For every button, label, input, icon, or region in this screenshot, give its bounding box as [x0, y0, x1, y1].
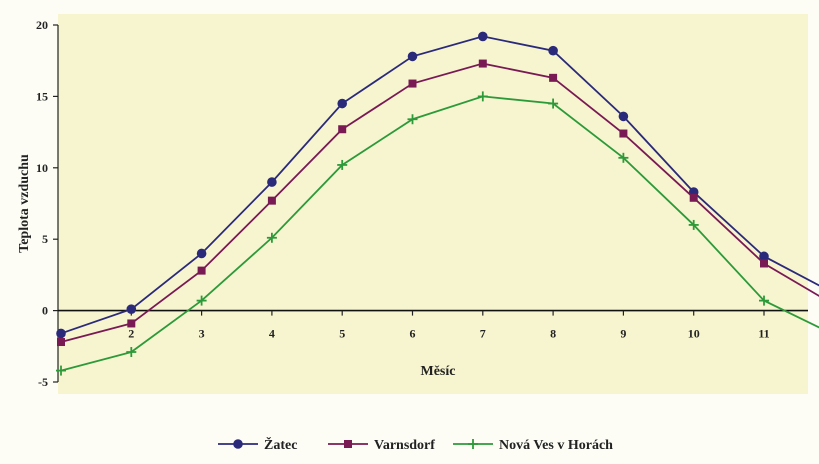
data-point: [477, 91, 488, 102]
data-point: [337, 159, 348, 170]
data-point: [197, 266, 206, 275]
series-line: [60, 95, 819, 372]
x-tick-label: 6: [410, 327, 416, 341]
legend: Žatec Varnsdorf Nová Ves v Horách: [218, 436, 613, 453]
data-point: [56, 328, 66, 339]
series-line: [60, 35, 819, 335]
data-point: [618, 111, 629, 122]
x-tick-label: 7: [480, 327, 486, 341]
x-tick-label: 5: [339, 327, 345, 341]
x-tick-label: 9: [620, 327, 626, 341]
data-point: [338, 125, 347, 134]
y-tick-label: 5: [42, 232, 48, 246]
data-point: [478, 31, 488, 42]
data-point: [760, 259, 768, 268]
data-point: [344, 440, 352, 448]
series-circle: [56, 31, 819, 339]
x-ticks: 23456789101112: [128, 310, 770, 341]
legend-item: Varnsdorf: [328, 438, 435, 453]
data-point: [759, 251, 769, 262]
y-axis-title: Teplota vzduchu: [17, 154, 32, 253]
data-point: [408, 79, 417, 88]
x-tick-label: 4: [269, 327, 275, 341]
series-square: [57, 59, 819, 347]
data-point: [759, 295, 769, 306]
y-tick-label: 15: [36, 89, 48, 103]
y-tick-label: 20: [36, 18, 48, 32]
data-point: [57, 338, 65, 347]
data-point: [407, 114, 418, 125]
data-point: [407, 51, 418, 62]
legend-label: Nová Ves v Horách: [499, 438, 613, 453]
data-point: [619, 129, 628, 138]
data-point: [549, 73, 558, 82]
series-plus: [56, 91, 819, 376]
x-axis: 23456789101112: [58, 309, 808, 341]
data-point: [548, 45, 558, 56]
y-tick-label: 0: [42, 304, 48, 318]
data-point: [688, 219, 699, 230]
y-tick-label: 10: [36, 161, 48, 175]
data-point: [618, 152, 629, 163]
data-point: [337, 98, 348, 109]
data-point: [233, 439, 243, 449]
data-point: [127, 319, 136, 328]
data-point: [468, 439, 478, 449]
data-point: [267, 196, 276, 205]
data-point: [126, 347, 137, 358]
series-line: [60, 62, 819, 343]
data-point: [126, 304, 137, 314]
data-point: [196, 248, 207, 259]
legend-label: Žatec: [264, 436, 297, 453]
x-tick-label: 10: [688, 327, 700, 341]
x-tick-label: 11: [758, 327, 769, 341]
data-point: [267, 177, 277, 187]
data-point: [56, 365, 66, 376]
legend-label: Varnsdorf: [374, 438, 435, 453]
data-point: [196, 295, 207, 306]
data-point: [478, 59, 487, 68]
x-axis-title: Měsíc: [421, 364, 456, 379]
y-axis: 20 15 10 5 0 -5: [36, 18, 59, 389]
series-layer: [56, 31, 819, 376]
data-point: [266, 232, 277, 243]
x-tick-label: 8: [550, 327, 556, 341]
x-tick-label: 3: [199, 327, 205, 341]
y-tick-label: -5: [38, 375, 48, 389]
legend-item: Nová Ves v Horách: [453, 438, 613, 453]
legend-item: Žatec: [218, 436, 297, 453]
x-tick-label: 2: [128, 327, 134, 341]
data-point: [689, 193, 698, 202]
y-ticks: 20 15 10 5 0 -5: [36, 18, 58, 389]
data-point: [548, 98, 559, 109]
